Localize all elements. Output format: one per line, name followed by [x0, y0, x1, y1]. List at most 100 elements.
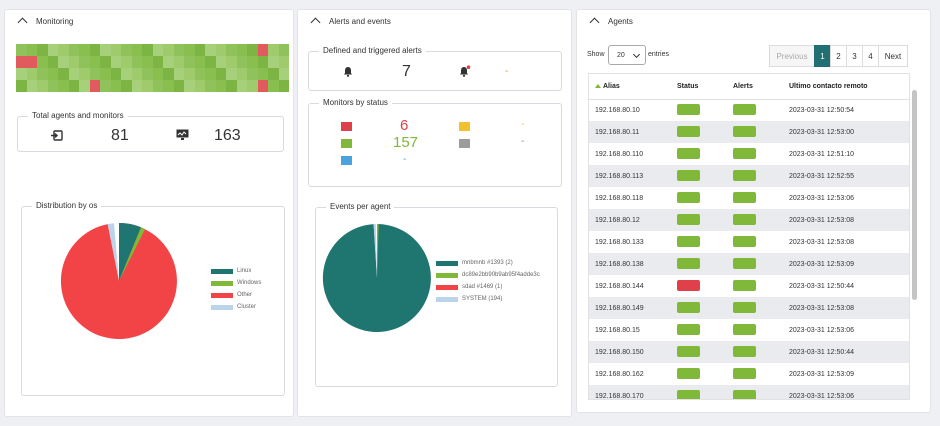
heatmap-cell[interactable]: [68, 68, 79, 80]
agent-alias[interactable]: 192.168.80.150: [589, 341, 677, 363]
heatmap-cell[interactable]: [47, 44, 58, 56]
heatmap-cell[interactable]: [142, 68, 153, 80]
page-4-button[interactable]: 4: [862, 45, 879, 67]
table-row[interactable]: 192.168.80.118 2023-03-31 12:53:06: [589, 187, 909, 209]
table-row[interactable]: 192.168.80.11 2023-03-31 12:53:00: [589, 121, 909, 143]
table-row[interactable]: 192.168.80.170 2023-03-31 12:53:06: [589, 385, 909, 399]
heatmap-cell[interactable]: [131, 80, 142, 92]
heatmap-cell[interactable]: [68, 80, 79, 92]
heatmap-cell[interactable]: [205, 44, 216, 56]
heatmap-cell[interactable]: [152, 80, 163, 92]
agent-alias[interactable]: 192.168.80.10: [589, 99, 677, 121]
heatmap-cell[interactable]: [163, 44, 174, 56]
heatmap-cell[interactable]: [205, 56, 216, 68]
table-row[interactable]: 192.168.80.12 2023-03-31 12:53:08: [589, 209, 909, 231]
heatmap-cell[interactable]: [184, 56, 195, 68]
monitoring-header[interactable]: Monitoring: [5, 10, 293, 32]
heatmap-cell[interactable]: [152, 44, 163, 56]
heatmap-cell[interactable]: [257, 44, 268, 56]
heatmap-cell[interactable]: [121, 56, 132, 68]
heatmap-cell[interactable]: [163, 68, 174, 80]
heatmap-cell[interactable]: [26, 68, 37, 80]
heatmap-cell[interactable]: [215, 68, 226, 80]
table-row[interactable]: 192.168.80.150 2023-03-31 12:50:44: [589, 341, 909, 363]
col-alerts[interactable]: Alerts: [733, 74, 789, 100]
heatmap-cell[interactable]: [247, 44, 258, 56]
heatmap-cell[interactable]: [58, 44, 69, 56]
heatmap-cell[interactable]: [236, 44, 247, 56]
heatmap-cell[interactable]: [79, 44, 90, 56]
heatmap-cell[interactable]: [37, 44, 48, 56]
agent-alias[interactable]: 192.168.80.138: [589, 253, 677, 275]
legend-item[interactable]: Windows: [211, 280, 261, 286]
heatmap-cell[interactable]: [173, 44, 184, 56]
heatmap-cell[interactable]: [278, 44, 289, 56]
legend-item[interactable]: Other: [211, 292, 252, 298]
heatmap-cell[interactable]: [16, 44, 27, 56]
heatmap-cell[interactable]: [37, 68, 48, 80]
heatmap-cell[interactable]: [37, 80, 48, 92]
agent-alias[interactable]: 192.168.80.11: [589, 121, 677, 143]
heatmap-cell[interactable]: [58, 80, 69, 92]
heatmap-cell[interactable]: [37, 56, 48, 68]
heatmap-cell[interactable]: [194, 80, 205, 92]
heatmap-cell[interactable]: [131, 44, 142, 56]
heatmap-cell[interactable]: [100, 44, 111, 56]
heatmap-cell[interactable]: [79, 68, 90, 80]
heatmap-cell[interactable]: [26, 80, 37, 92]
heatmap-cell[interactable]: [89, 68, 100, 80]
heatmap-cell[interactable]: [142, 80, 153, 92]
heatmap-cell[interactable]: [100, 68, 111, 80]
heatmap-cell[interactable]: [121, 80, 132, 92]
table-row[interactable]: 192.168.80.133 2023-03-31 12:53:08: [589, 231, 909, 253]
col-status[interactable]: Status: [677, 74, 733, 100]
table-row[interactable]: 192.168.80.113 2023-03-31 12:52:55: [589, 165, 909, 187]
heatmap-cell[interactable]: [205, 68, 216, 80]
heatmap-cell[interactable]: [142, 56, 153, 68]
heatmap-cell[interactable]: [68, 44, 79, 56]
heatmap-cell[interactable]: [110, 68, 121, 80]
heatmap-cell[interactable]: [26, 44, 37, 56]
legend-item[interactable]: SYSTEM (194): [436, 296, 502, 302]
heatmap-cell[interactable]: [247, 80, 258, 92]
heatmap-cell[interactable]: [47, 68, 58, 80]
agent-alias[interactable]: 192.168.80.118: [589, 187, 677, 209]
heatmap-cell[interactable]: [268, 56, 279, 68]
heatmap-cell[interactable]: [278, 56, 289, 68]
heatmap-cell[interactable]: [89, 44, 100, 56]
heatmap-cell[interactable]: [47, 80, 58, 92]
heatmap-cell[interactable]: [194, 56, 205, 68]
heatmap-cell[interactable]: [163, 56, 174, 68]
heatmap-cell[interactable]: [257, 56, 268, 68]
heatmap-cell[interactable]: [226, 56, 237, 68]
heatmap-cell[interactable]: [205, 80, 216, 92]
heatmap-cell[interactable]: [110, 56, 121, 68]
table-row[interactable]: 192.168.80.138 2023-03-31 12:53:09: [589, 253, 909, 275]
agent-alias[interactable]: 192.168.80.144: [589, 275, 677, 297]
heatmap-cell[interactable]: [236, 80, 247, 92]
heatmap-cell[interactable]: [58, 56, 69, 68]
heatmap-cell[interactable]: [121, 68, 132, 80]
heatmap-cell[interactable]: [278, 68, 289, 80]
heatmap-cell[interactable]: [236, 56, 247, 68]
heatmap-cell[interactable]: [184, 80, 195, 92]
heatmap-cell[interactable]: [152, 68, 163, 80]
agent-alias[interactable]: 192.168.80.12: [589, 209, 677, 231]
heatmap-cell[interactable]: [268, 80, 279, 92]
legend-item[interactable]: sdad #1469 (1): [436, 284, 502, 290]
chevron-up-icon[interactable]: [17, 17, 28, 28]
heatmap-cell[interactable]: [173, 68, 184, 80]
chevron-up-icon[interactable]: [310, 17, 321, 28]
col-last-contact[interactable]: Ultimo contacto remoto: [789, 74, 909, 100]
agent-alias[interactable]: 192.168.80.15: [589, 319, 677, 341]
page-2-button[interactable]: 2: [830, 45, 847, 67]
heatmap-cell[interactable]: [268, 44, 279, 56]
heatmap-cell[interactable]: [100, 80, 111, 92]
legend-item[interactable]: dc89e2bb90b9ab95f4adde3c: [436, 272, 540, 278]
heatmap-cell[interactable]: [257, 68, 268, 80]
next-page-button[interactable]: Next: [878, 45, 908, 67]
legend-item[interactable]: mnbmnb #1393 (2): [436, 260, 513, 266]
heatmap-cell[interactable]: [257, 80, 268, 92]
agent-alias[interactable]: 192.168.80.113: [589, 165, 677, 187]
heatmap-cell[interactable]: [58, 68, 69, 80]
